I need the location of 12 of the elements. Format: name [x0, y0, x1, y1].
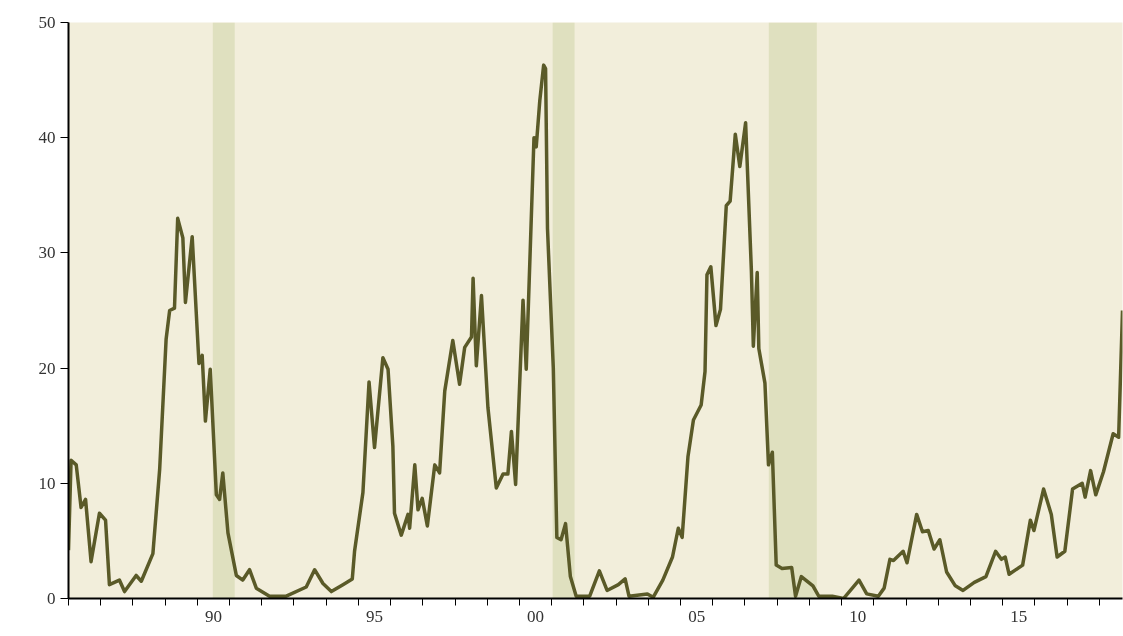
y-tick-label: 10	[38, 473, 56, 493]
y-tick-label: 0	[47, 589, 56, 608]
x-tick-label: 95	[366, 606, 384, 626]
y-tick-label: 30	[38, 243, 56, 263]
x-tick-label: 05	[688, 606, 706, 626]
x-tick-label: 15	[1010, 606, 1028, 626]
y-tick-label: 40	[38, 128, 56, 148]
y-tick-label: 50	[38, 13, 56, 32]
x-tick-label: 00	[527, 606, 545, 626]
x-tick-label: 90	[204, 606, 222, 626]
y-tick-label: 20	[38, 358, 56, 378]
x-tick-label: 10	[849, 606, 867, 626]
